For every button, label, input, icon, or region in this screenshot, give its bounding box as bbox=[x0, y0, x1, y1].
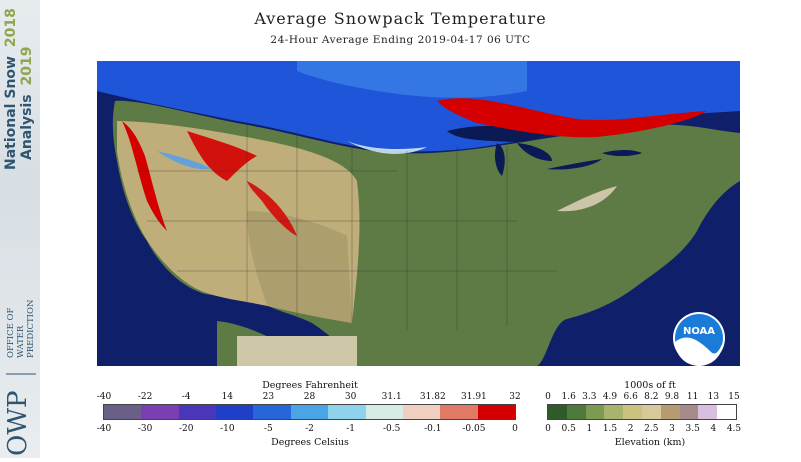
elevation-ft-tick: 11 bbox=[686, 392, 699, 402]
celsius-tick: -0.05 bbox=[462, 424, 486, 434]
legend-fahrenheit-title: Degrees Fahrenheit bbox=[262, 380, 358, 391]
elevation-ft-tick: 6.6 bbox=[623, 392, 638, 402]
elevation-color-bar bbox=[547, 404, 737, 420]
legend-elevation-ft-title: 1000s of ft bbox=[624, 380, 676, 391]
elevation-ft-tick: 15 bbox=[728, 392, 740, 402]
elevation-swatch bbox=[548, 405, 567, 419]
celsius-tick: -5 bbox=[264, 424, 273, 434]
elevation-swatch bbox=[585, 405, 605, 419]
temperature-swatch bbox=[253, 405, 291, 419]
noaa-logo-text: NOAA bbox=[683, 326, 715, 337]
elevation-ft-tick: 3.3 bbox=[582, 392, 597, 402]
warm-snow-west-coast bbox=[122, 121, 167, 231]
fahrenheit-tick: 23 bbox=[262, 392, 275, 402]
celsius-tick: -10 bbox=[220, 424, 235, 434]
elevation-km-tick: 3.5 bbox=[685, 424, 700, 434]
national-snow-analysis-title: National Snow 2018 Analysis 2019 bbox=[0, 0, 39, 170]
elevation-km-tick: 0.5 bbox=[561, 424, 576, 434]
warm-snow-great-lakes bbox=[437, 98, 707, 138]
snowpack-temperature-map: NOAA bbox=[97, 61, 741, 366]
celsius-tick: -1 bbox=[346, 424, 355, 434]
elevation-ft-tick: 8.2 bbox=[644, 392, 659, 402]
page-subtitle: 24-Hour Average Ending 2019-04-17 06 UTC bbox=[270, 34, 531, 46]
org-line2: WATER bbox=[16, 325, 26, 358]
temperature-swatch bbox=[178, 405, 217, 419]
lake-ontario bbox=[602, 150, 642, 156]
celsius-tick: -40 bbox=[96, 424, 112, 434]
no-data-region bbox=[237, 336, 357, 366]
temperature-swatch bbox=[216, 405, 254, 419]
noaa-logo: NOAA bbox=[673, 312, 725, 366]
temperature-swatch bbox=[477, 405, 515, 419]
fahrenheit-tick: -22 bbox=[137, 392, 153, 402]
fahrenheit-tick: 14 bbox=[221, 392, 234, 402]
svg-text:National Snow 2018: National Snow 2018 bbox=[3, 8, 19, 170]
temperature-swatch bbox=[440, 405, 478, 419]
lake-huron bbox=[517, 143, 552, 161]
owp-logo: OWP OFFICE OF WATER PREDICTION bbox=[2, 262, 38, 458]
lake-michigan bbox=[494, 143, 505, 176]
sidebar-year2: 2019 bbox=[19, 47, 35, 86]
legend-elevation-km-title: Elevation (km) bbox=[614, 437, 686, 448]
owp-abbr: OWP bbox=[3, 390, 33, 456]
legend-celsius-title: Degrees Celsius bbox=[271, 437, 349, 448]
page-title: Average Snowpack Temperature bbox=[254, 9, 547, 28]
org-line3: PREDICTION bbox=[26, 299, 36, 358]
elevation-swatch bbox=[604, 405, 624, 419]
fahrenheit-tick: 28 bbox=[303, 392, 316, 402]
elevation-swatch bbox=[698, 405, 718, 419]
elevation-swatch bbox=[660, 405, 680, 419]
fahrenheit-tick: -4 bbox=[181, 392, 191, 402]
elevation-ft-tick: 4.9 bbox=[602, 392, 618, 402]
elevation-swatch bbox=[679, 405, 699, 419]
temperature-swatch bbox=[328, 405, 366, 419]
fahrenheit-tick: 30 bbox=[344, 392, 357, 402]
fahrenheit-tick: -40 bbox=[96, 392, 112, 402]
celsius-tick: -20 bbox=[178, 424, 194, 434]
elevation-ft-tick: 9.8 bbox=[664, 392, 680, 402]
elevation-km-tick: 2.5 bbox=[644, 424, 659, 434]
elevation-ft-tick: 1.6 bbox=[561, 392, 576, 402]
elevation-swatch bbox=[717, 405, 736, 419]
sidebar-line1: National Snow bbox=[3, 56, 19, 170]
elevation-swatch bbox=[566, 405, 586, 419]
temperature-swatch bbox=[290, 405, 329, 419]
svg-text:Analysis 2019: Analysis 2019 bbox=[19, 47, 35, 160]
org-line1: OFFICE OF bbox=[6, 307, 16, 358]
elevation-km-tick: 0 bbox=[545, 424, 551, 434]
elevation-ft-tick: 13 bbox=[707, 392, 720, 402]
fahrenheit-tick: 31.91 bbox=[461, 392, 487, 402]
sidebar-branding: National Snow 2018 Analysis 2019 OWP OFF… bbox=[0, 0, 40, 458]
temperature-color-bar bbox=[103, 404, 516, 420]
elevation-swatch bbox=[623, 405, 642, 419]
fahrenheit-tick: 32 bbox=[509, 392, 521, 402]
temperature-swatch bbox=[402, 405, 441, 419]
fahrenheit-tick: 31.1 bbox=[381, 392, 402, 402]
elevation-km-tick: 1.5 bbox=[602, 424, 618, 434]
elevation-km-tick: 1 bbox=[586, 424, 593, 434]
temperature-swatch bbox=[365, 405, 403, 419]
canada-snow-region bbox=[97, 61, 740, 152]
elevation-ft-tick: 0 bbox=[545, 392, 551, 402]
celsius-tick: 0 bbox=[512, 424, 518, 434]
elevation-swatch bbox=[641, 405, 661, 419]
elevation-km-tick: 4.5 bbox=[726, 424, 742, 434]
elevation-km-tick: 2 bbox=[627, 424, 634, 434]
state-boundaries bbox=[137, 121, 557, 331]
celsius-tick: -0.5 bbox=[383, 424, 401, 434]
sidebar-year1: 2018 bbox=[3, 8, 19, 47]
celsius-tick: -0.1 bbox=[424, 424, 442, 434]
elevation-km-tick: 4 bbox=[710, 424, 717, 434]
celsius-tick: -2 bbox=[305, 424, 314, 434]
lake-erie bbox=[547, 159, 602, 170]
fahrenheit-tick: 31.82 bbox=[419, 392, 446, 402]
sidebar-line2: Analysis bbox=[19, 94, 35, 160]
elevation-km-tick: 3 bbox=[669, 424, 675, 434]
temperature-swatch bbox=[141, 405, 179, 419]
temperature-swatch bbox=[104, 405, 142, 419]
celsius-tick: -30 bbox=[137, 424, 153, 434]
